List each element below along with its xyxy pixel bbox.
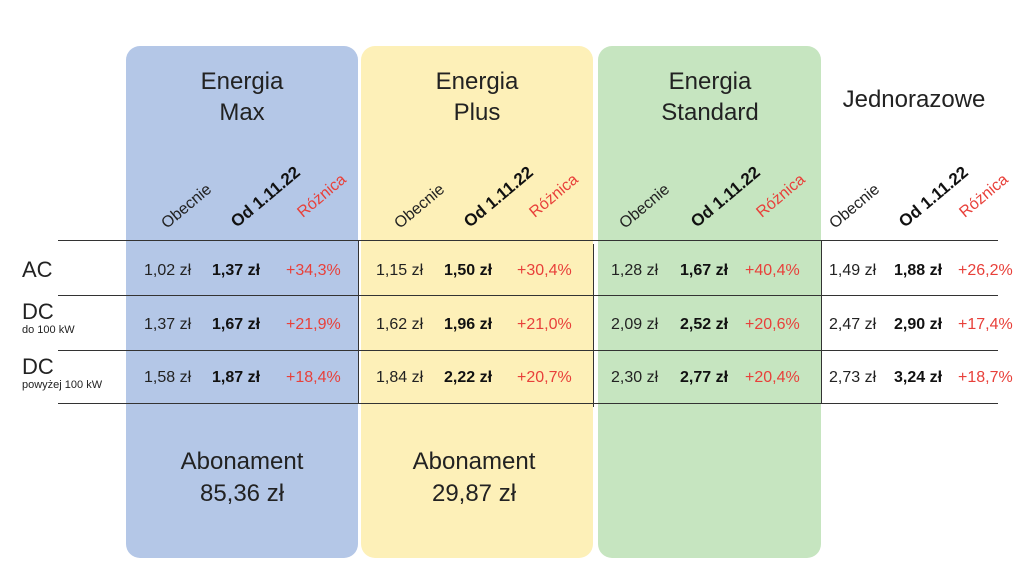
price-cell-diff: +17,4% (958, 316, 1013, 333)
column-divider (358, 240, 359, 403)
price-cell-new: 2,52 zł (680, 316, 729, 333)
price-cell-diff: +21,9% (286, 316, 341, 333)
price-cell-diff: +20,4% (745, 369, 800, 386)
row-label-dc-over-100: DC powyżej 100 kW (22, 354, 103, 392)
plan-title-jednorazowe: Jednorazowe (842, 86, 986, 113)
row-divider (58, 403, 998, 404)
price-cell-cur: 1,37 zł (144, 316, 192, 333)
energia-max-column (126, 46, 358, 558)
price-cell-cur: 2,30 zł (611, 369, 659, 386)
price-cell-new: 1,67 zł (212, 316, 261, 333)
price-cell-diff: +20,6% (745, 316, 800, 333)
row-label-dc-100: DC do 100 kW (22, 299, 75, 337)
row-label-ac: AC (22, 257, 53, 282)
price-cell-diff: +40,4% (745, 262, 800, 279)
price-cell-new: 2,22 zł (444, 369, 493, 386)
price-cell-cur: 1,49 zł (829, 262, 877, 279)
price-cell-diff: +34,3% (286, 262, 341, 279)
price-cell-new: 1,96 zł (444, 316, 493, 333)
price-cell-diff: +26,2% (958, 262, 1013, 279)
price-cell-new: 3,24 zł (894, 369, 943, 386)
plan-title-plus: Energia Plus (435, 68, 519, 126)
energia-standard-column (598, 46, 821, 558)
price-cell-new: 1,37 zł (212, 262, 261, 279)
price-cell-new: 1,50 zł (444, 262, 493, 279)
plan-title-max: Energia Max (200, 68, 284, 126)
price-cell-cur: 2,09 zł (611, 316, 659, 333)
energia-plus-column (361, 46, 593, 558)
price-cell-cur: 2,73 zł (829, 369, 877, 386)
price-cell-diff: +21,0% (517, 316, 572, 333)
price-cell-cur: 1,02 zł (144, 262, 192, 279)
price-cell-diff: +18,4% (286, 369, 341, 386)
price-cell-diff: +18,7% (958, 369, 1013, 386)
subscription-plus: Abonament 29,87 zł (412, 448, 536, 507)
price-cell-cur: 1,84 zł (376, 369, 424, 386)
price-cell-new: 2,90 zł (894, 316, 943, 333)
price-cell-cur: 1,58 zł (144, 369, 192, 386)
price-cell-diff: +30,4% (517, 262, 572, 279)
price-cell-diff: +20,7% (517, 369, 572, 386)
price-cell-new: 1,87 zł (212, 369, 261, 386)
subscription-max: Abonament 85,36 zł (180, 448, 304, 507)
price-cell-new: 2,77 zł (680, 369, 729, 386)
price-cell-new: 1,88 zł (894, 262, 943, 279)
subheader-obecnie-3: Obecnie (826, 180, 884, 233)
price-cell-cur: 1,28 zł (611, 262, 659, 279)
price-cell-new: 1,67 zł (680, 262, 729, 279)
row-divider (58, 240, 998, 241)
price-cell-cur: 2,47 zł (829, 316, 877, 333)
row-divider (58, 295, 998, 296)
plan-title-standard: Energia Standard (661, 68, 759, 126)
subheader-od-3: Od 1.11.22 (895, 162, 972, 232)
row-divider (58, 350, 998, 351)
price-cell-cur: 1,62 zł (376, 316, 424, 333)
column-divider (821, 240, 822, 403)
column-divider (593, 244, 594, 407)
price-cell-cur: 1,15 zł (376, 262, 424, 279)
